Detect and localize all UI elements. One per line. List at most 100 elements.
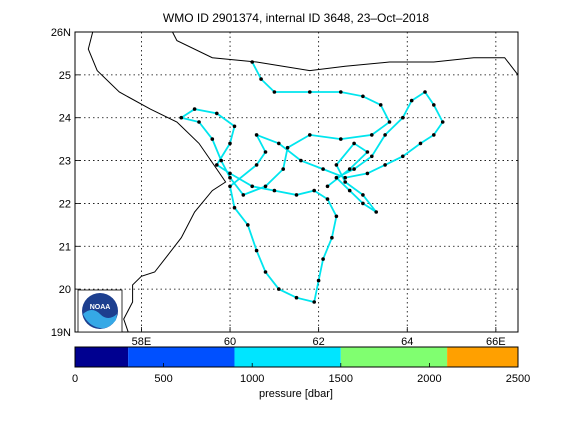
profile-point [272, 188, 277, 193]
colorbar-bin [75, 347, 129, 367]
profile-point [440, 120, 445, 124]
pressure-colorbar: 0 500 1000 1500 2000 2500 pressure [dbar] [72, 346, 530, 400]
profile-point [246, 223, 250, 227]
colorbar-ticks: 0 500 1000 1500 2000 2500 [72, 363, 530, 385]
tick-label-lat: 22 [59, 198, 71, 210]
colorbar-tick-label: 1500 [329, 373, 353, 385]
profile-point [383, 163, 387, 167]
profile-point [387, 120, 392, 124]
profile-point [343, 175, 348, 180]
tick-label-lat: 26N [51, 27, 71, 39]
profile-point [272, 90, 277, 94]
profile-point [334, 175, 339, 180]
profile-point [228, 184, 232, 189]
profile-point [347, 167, 352, 171]
profile-point [378, 103, 383, 107]
profile-point [232, 124, 237, 129]
coastline-west [87, 32, 227, 332]
profile-point [334, 214, 339, 219]
latitude-ticks: 19N 20 21 22 23 24 25 26N [51, 27, 80, 339]
profile-point [330, 235, 334, 240]
profile-point [370, 154, 374, 159]
profile-point [423, 90, 427, 94]
colorbar-tick-label: 2000 [417, 373, 441, 385]
tick-label-lon: 60 [224, 336, 236, 348]
profile-point [277, 287, 281, 291]
profile-point [250, 60, 254, 64]
profile-point [299, 158, 303, 163]
profile-point [352, 141, 356, 146]
profile-point [210, 137, 215, 141]
colorbar-tick-label: 2500 [506, 373, 530, 385]
profile-point [254, 163, 259, 167]
tick-label-lat: 19N [51, 327, 71, 339]
profile-point [343, 180, 348, 184]
profile-point [347, 188, 352, 193]
tick-label-lat: 21 [59, 241, 71, 253]
profile-point [321, 257, 325, 261]
profile-point [432, 103, 436, 107]
logo-wave [83, 310, 117, 329]
profile-point [215, 163, 219, 167]
profile-point [316, 278, 321, 283]
profile-point [325, 197, 330, 201]
profile-point [361, 201, 365, 206]
profile-point [197, 120, 201, 124]
profile-point [365, 171, 370, 176]
profile-point [321, 167, 325, 171]
profile-point [361, 193, 365, 197]
colorbar-tick-label: 500 [154, 373, 172, 385]
profile-point [232, 205, 237, 210]
colorbar-tick-label: 0 [72, 373, 78, 385]
longitude-ticks: 58E 60 62 64 66E [132, 327, 506, 348]
profile-point [219, 158, 223, 163]
profile-point [312, 188, 317, 193]
profile-point [334, 163, 339, 167]
profile-point [228, 171, 232, 176]
profile-point [263, 184, 268, 189]
profile-point [418, 141, 423, 146]
profile-point [383, 133, 387, 137]
map-grid [75, 32, 518, 332]
tick-label-lat: 25 [59, 70, 71, 82]
profile-point [370, 133, 374, 137]
profile-point [361, 94, 365, 99]
colorbar-bin [447, 347, 518, 367]
profile-point [401, 115, 405, 120]
tick-label-lon: 66E [486, 336, 506, 348]
float-track [179, 60, 445, 304]
colorbar-bin [234, 347, 341, 367]
colorbar-label: pressure [dbar] [259, 388, 333, 400]
profile-point [365, 150, 370, 154]
profile-point [263, 270, 268, 274]
colorbar-bin [340, 347, 448, 367]
profile-point [325, 184, 330, 189]
profile-point [294, 295, 299, 300]
profile-point [409, 98, 414, 103]
tick-label-lon: 64 [401, 336, 413, 348]
profile-point [281, 167, 286, 171]
profile-point [294, 193, 299, 197]
profile-point [308, 90, 312, 94]
profile-point [352, 167, 356, 171]
profile-point [312, 300, 317, 304]
profile-point [308, 133, 312, 137]
profile-point [250, 184, 254, 189]
track-line [179, 61, 444, 304]
profile-point [259, 77, 263, 81]
noaa-logo: NOAA [77, 289, 123, 333]
profile-point [374, 210, 379, 214]
profile-point [254, 133, 259, 137]
coastline-north [172, 32, 518, 76]
colorbar-bin [128, 347, 235, 367]
figure-title: WMO ID 2901374, internal ID 3648, 23–Oct… [163, 11, 429, 25]
profile-point [254, 248, 259, 253]
profile-point [339, 137, 343, 141]
tick-label-lon: 58E [132, 336, 152, 348]
profile-point [228, 141, 232, 146]
profile-point [192, 107, 197, 111]
profile-point [241, 193, 246, 197]
colorbar-frame [74, 346, 519, 368]
tick-label-lon: 62 [313, 336, 325, 348]
